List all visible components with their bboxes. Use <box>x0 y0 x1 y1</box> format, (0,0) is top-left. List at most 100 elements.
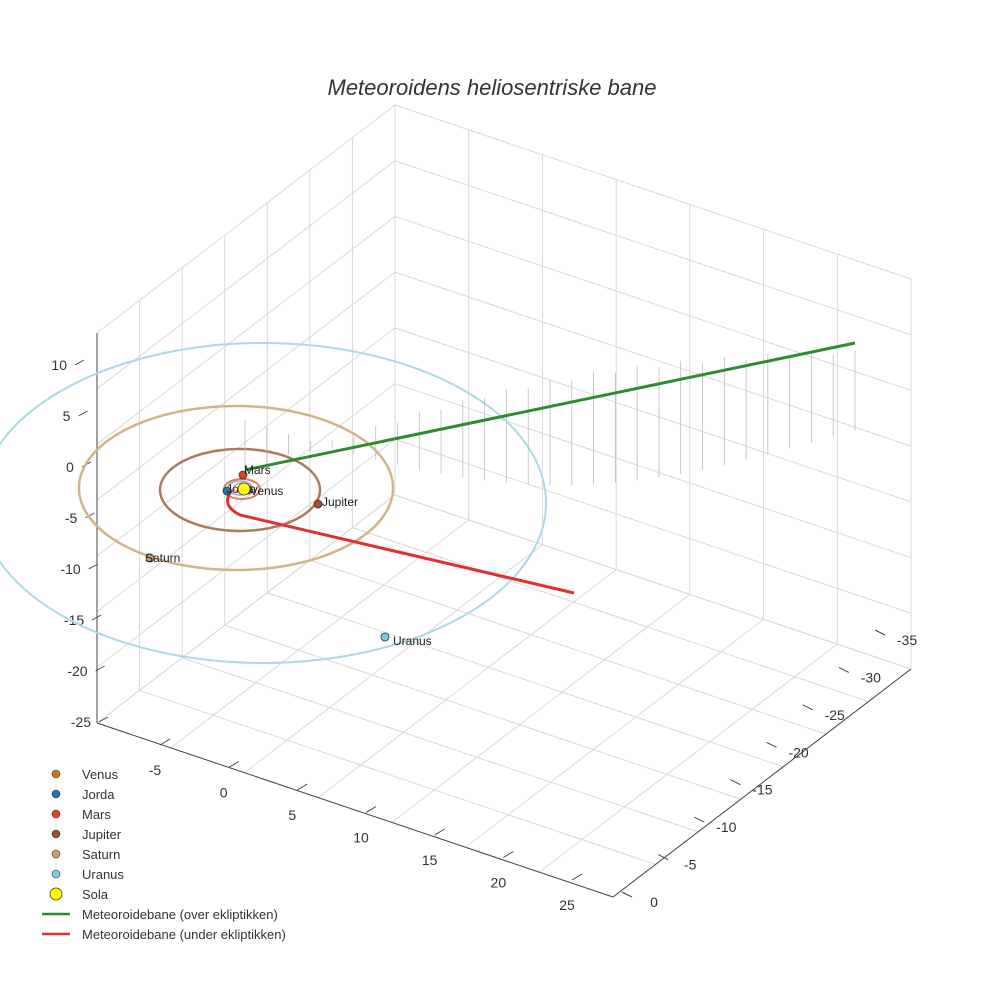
grid-line-floor-y <box>267 592 784 768</box>
orbit-saturn <box>77 404 395 572</box>
legend: Venus Jorda Mars Jupiter Saturn Uranus Sola Met… <box>42 767 286 942</box>
planet-label-mars: Mars <box>244 463 271 477</box>
y-tick-mark <box>838 666 850 673</box>
y-axis-line <box>612 668 912 898</box>
legend-marker <box>51 809 61 819</box>
z-tick-label: -20 <box>67 663 87 679</box>
x-axis-line <box>96 722 614 898</box>
planet-jorda <box>222 486 232 496</box>
planet-mars <box>238 470 248 480</box>
y-tick-label: 0 <box>650 894 658 910</box>
z-tick-mark <box>74 359 85 366</box>
z-tick-label: -10 <box>60 561 80 577</box>
x-tick-mark <box>503 851 514 858</box>
grid-line-backwall-h <box>394 494 912 670</box>
x-tick-mark <box>159 738 171 746</box>
planet-label-saturn: Saturn <box>145 551 180 565</box>
x-tick-mark <box>297 783 308 791</box>
grid-line-leftwall-h <box>96 160 396 390</box>
orbit-uranus <box>0 342 547 664</box>
y-tick-label: -30 <box>861 669 881 685</box>
y-tick-label: -15 <box>752 782 772 798</box>
legend-label: Mars <box>82 807 111 822</box>
grid-line-floor-y <box>224 624 741 800</box>
z-tick-label: 10 <box>51 357 67 373</box>
grid-line-backwall-h <box>394 215 912 391</box>
legend-marker <box>51 829 61 839</box>
z-tick-mark <box>78 410 88 417</box>
z-tick-label: -5 <box>65 510 78 526</box>
grid-line-backwall-h <box>394 271 912 447</box>
grid <box>96 104 912 898</box>
legend-label: Saturn <box>82 847 120 862</box>
y-tick-mark <box>621 891 633 898</box>
grid-line-floor-y <box>139 689 656 865</box>
tick-labels: 10 5 0 -5 -10 -15 -20 -25 -5 0 5 10 15 20 25 -35 -30 -25 -… <box>51 357 917 913</box>
planet-jupiter <box>313 499 323 509</box>
orbit-jupiter <box>158 447 322 533</box>
grid-line-leftwall-h <box>96 383 396 612</box>
z-tick-label: 0 <box>66 459 74 475</box>
legend-marker-sun <box>49 887 63 901</box>
grid-line-leftwall-h <box>96 271 396 501</box>
grid-line-leftwall-h <box>96 438 396 668</box>
x-tick-label: 15 <box>422 852 438 868</box>
x-tick-mark <box>571 873 583 881</box>
z-tick-mark <box>98 716 109 723</box>
z-tick-mark <box>91 614 102 621</box>
grid-line-floor-x <box>538 643 838 873</box>
y-tick-label: -5 <box>684 857 697 873</box>
grid-line-floor-x <box>244 544 543 774</box>
legend-label: Uranus <box>82 867 124 882</box>
grid-line-floor-y <box>181 657 699 833</box>
grid-line-backwall-h <box>394 438 912 614</box>
y-tick-label: -10 <box>716 819 736 835</box>
sun <box>237 482 251 496</box>
planet-label-jupiter: Jupiter <box>322 495 358 509</box>
legend-marker <box>51 769 61 779</box>
grid-line-leftwall-h <box>96 494 396 724</box>
y-tick-mark <box>802 704 813 711</box>
trajectory-under-ecliptic <box>226 489 575 595</box>
grid-line-backwall-h <box>394 383 912 559</box>
legend-label: Meteoroidebane (under ekliptikken) <box>82 927 286 942</box>
grid-line-floor-y <box>309 559 827 735</box>
y-tick-mark <box>694 816 705 823</box>
y-tick-label: -25 <box>825 707 845 723</box>
grid-line-floor-x <box>317 569 617 798</box>
grid-line-floor-x <box>465 618 764 848</box>
legend-label: Meteoroidebane (over ekliptikken) <box>82 907 278 922</box>
legend-label: Jorda <box>82 787 115 802</box>
z-tick-label: -25 <box>71 714 91 730</box>
grid-line-backwall-h <box>394 104 912 280</box>
legend-marker <box>51 849 61 859</box>
z-tick-mark <box>85 512 95 519</box>
x-tick-mark <box>228 761 239 768</box>
legend-label: Sola <box>82 887 109 902</box>
y-tick-mark <box>657 854 669 861</box>
grid-line-leftwall-h <box>96 216 396 445</box>
chart-title: Meteoroidens heliosentriske bane <box>328 75 657 100</box>
x-tick-label: 5 <box>288 807 296 823</box>
x-tick-mark <box>434 828 445 836</box>
grid-line-leftwall-h <box>96 327 396 557</box>
z-tick-mark <box>95 665 105 672</box>
y-tick-label: -35 <box>897 632 917 648</box>
legend-label: Venus <box>82 767 119 782</box>
grid-line-leftwall-h <box>96 104 396 334</box>
x-tick-label: -5 <box>149 762 162 778</box>
axes <box>96 333 912 898</box>
x-tick-label: 0 <box>220 785 228 801</box>
trajectory-over-ecliptic <box>244 341 856 472</box>
y-tick-label: -20 <box>788 744 808 760</box>
z-tick-mark <box>88 563 98 570</box>
planet-label-venus: Venus <box>250 484 283 498</box>
orbits <box>0 342 547 664</box>
legend-marker <box>51 789 61 799</box>
planet-saturn <box>145 553 155 563</box>
x-tick-label: 25 <box>559 897 575 913</box>
planet-label-uranus: Uranus <box>393 634 432 648</box>
drop-lines <box>244 350 856 485</box>
